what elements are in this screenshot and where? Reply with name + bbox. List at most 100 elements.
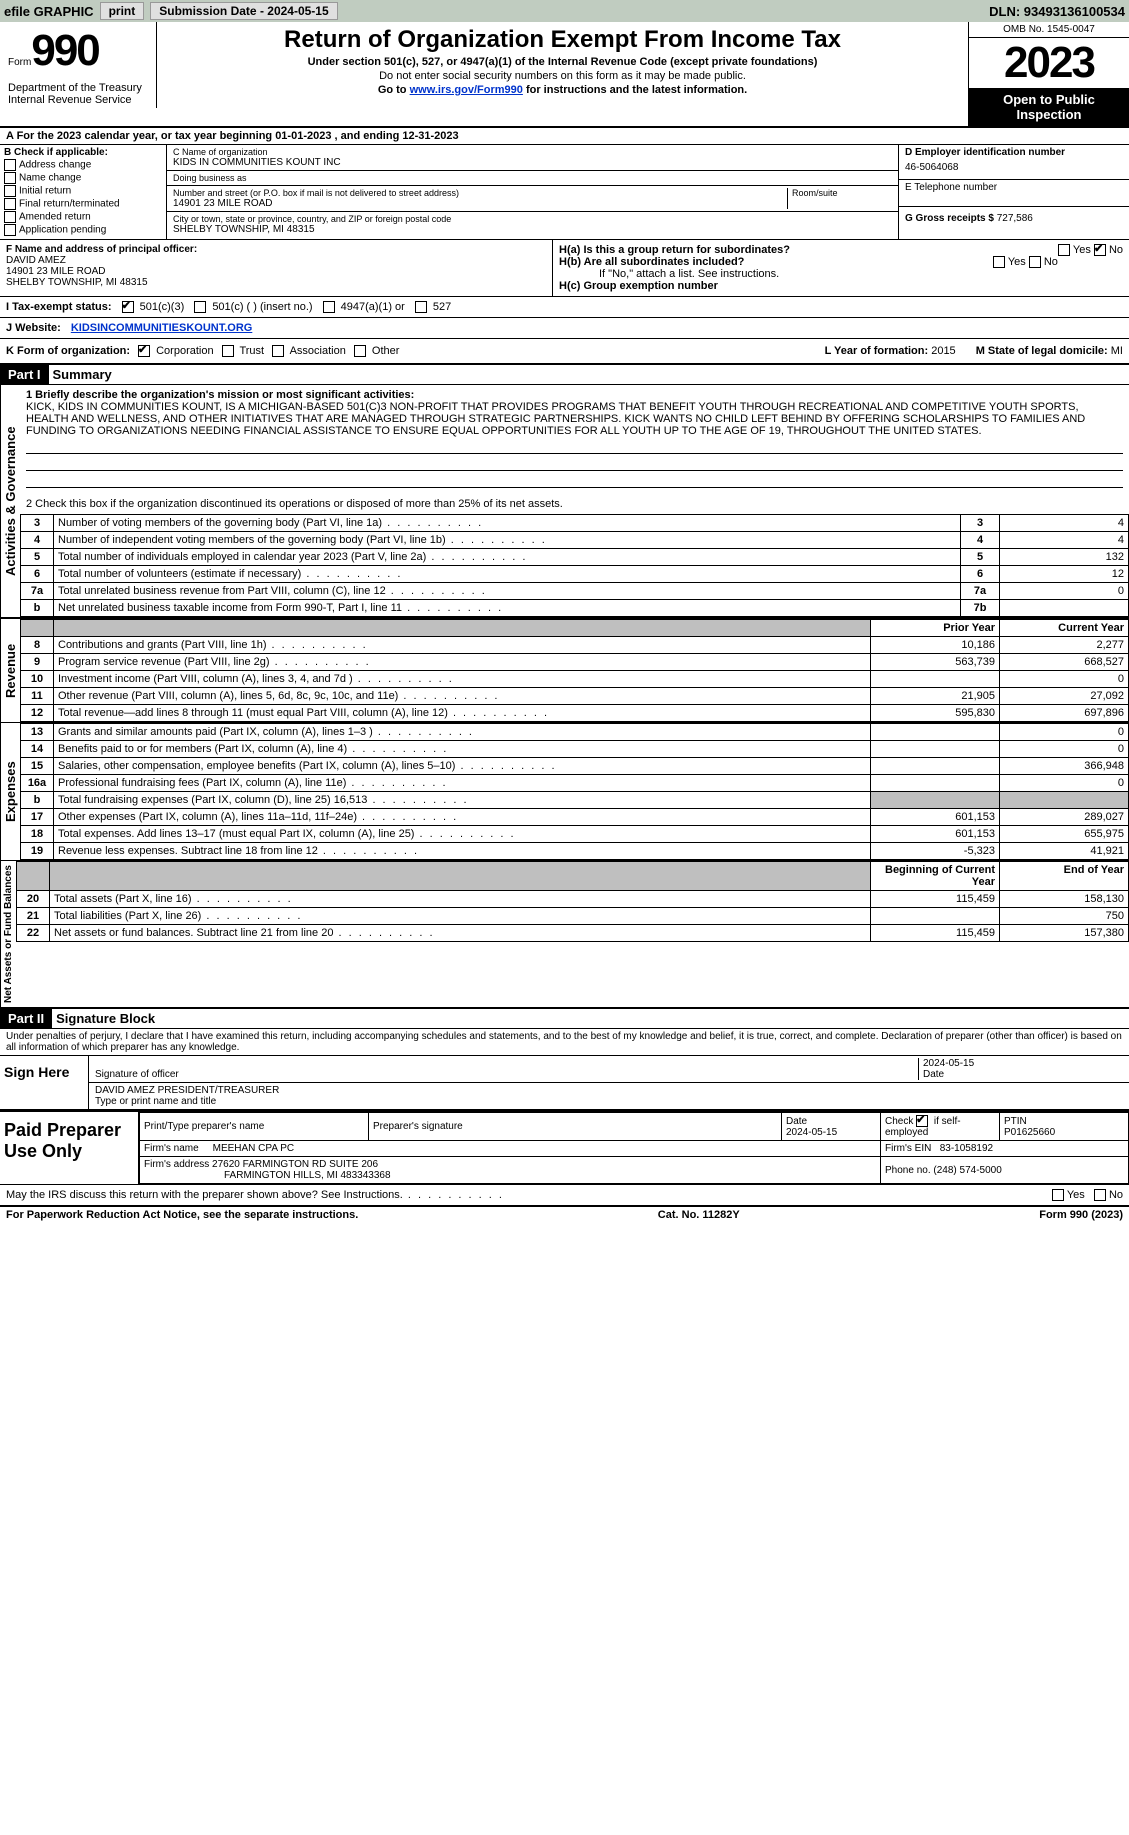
ein-value: 46-5064068 bbox=[905, 158, 1123, 177]
firm-addr-2: FARMINGTON HILLS, MI 483343368 bbox=[144, 1170, 391, 1181]
chk-501c3[interactable] bbox=[122, 301, 134, 313]
chk-other[interactable] bbox=[354, 345, 366, 357]
section-h: H(a) Is this a group return for subordin… bbox=[553, 240, 1129, 296]
form-title: Return of Organization Exempt From Incom… bbox=[165, 26, 960, 54]
top-bar: efile GRAPHIC print Submission Date - 20… bbox=[0, 0, 1129, 22]
table-row: 16aProfessional fundraising fees (Part I… bbox=[21, 775, 1129, 792]
h-a-label: H(a) Is this a group return for subordin… bbox=[559, 244, 790, 256]
opt-application-pending[interactable]: Application pending bbox=[4, 224, 162, 236]
title-box: Return of Organization Exempt From Incom… bbox=[157, 22, 968, 126]
officer-label: F Name and address of principal officer: bbox=[6, 244, 197, 255]
subtitle-1: Under section 501(c), 527, or 4947(a)(1)… bbox=[165, 56, 960, 68]
ptin-value: P01625660 bbox=[1004, 1127, 1055, 1138]
table-row: 12Total revenue—add lines 8 through 11 (… bbox=[21, 705, 1129, 722]
sig-date-label: Date bbox=[923, 1069, 944, 1080]
firm-phone-label: Phone no. bbox=[885, 1165, 931, 1176]
table-row: 7aTotal unrelated business revenue from … bbox=[21, 583, 1129, 600]
prep-date: 2024-05-15 bbox=[786, 1127, 837, 1138]
website-link[interactable]: KIDSINCOMMUNITIESKOUNT.ORG bbox=[71, 322, 253, 334]
section-f: F Name and address of principal officer:… bbox=[0, 240, 553, 296]
street-value: 14901 23 MILE ROAD bbox=[173, 198, 787, 209]
footer-mid: Cat. No. 11282Y bbox=[658, 1209, 740, 1221]
opt-final-return[interactable]: Final return/terminated bbox=[4, 198, 162, 210]
table-row: 8Contributions and grants (Part VIII, li… bbox=[21, 637, 1129, 654]
prep-name-label: Print/Type preparer's name bbox=[144, 1121, 264, 1132]
efile-label: efile GRAPHIC bbox=[4, 4, 94, 19]
part-1-badge: Part I bbox=[0, 365, 49, 384]
type-name-label: Type or print name and title bbox=[95, 1096, 216, 1107]
year-formation-label: L Year of formation: bbox=[825, 345, 932, 357]
room-label: Room/suite bbox=[792, 188, 892, 198]
officer-name: DAVID AMEZ bbox=[6, 255, 66, 266]
state-domicile-label: M State of legal domicile: bbox=[976, 345, 1111, 357]
ptin-label: PTIN bbox=[1004, 1116, 1027, 1127]
table-row: 17Other expenses (Part IX, column (A), l… bbox=[21, 809, 1129, 826]
part-1-header: Part I Summary bbox=[0, 365, 1129, 385]
line-2: 2 Check this box if the organization dis… bbox=[20, 494, 1129, 514]
officer-city: SHELBY TOWNSHIP, MI 48315 bbox=[6, 277, 148, 288]
year-box: OMB No. 1545-0047 2023 Open to Public In… bbox=[968, 22, 1129, 126]
chk-trust[interactable] bbox=[222, 345, 234, 357]
sidebar-activities: Activities & Governance bbox=[0, 385, 20, 617]
instructions-link[interactable]: www.irs.gov/Form990 bbox=[410, 84, 523, 96]
chk-501c[interactable] bbox=[194, 301, 206, 313]
website-label: J Website: bbox=[6, 322, 61, 334]
ein-label: D Employer identification number bbox=[905, 147, 1123, 158]
form-word: Form bbox=[8, 57, 31, 68]
subtitle-3: Go to www.irs.gov/Form990 for instructio… bbox=[165, 84, 960, 96]
opt-name-change[interactable]: Name change bbox=[4, 172, 162, 184]
row-k: K Form of organization: Corporation Trus… bbox=[0, 339, 1129, 365]
section-b: B Check if applicable: Address change Na… bbox=[0, 145, 167, 239]
table-row: 14Benefits paid to or for members (Part … bbox=[21, 741, 1129, 758]
page-footer: For Paperwork Reduction Act Notice, see … bbox=[0, 1205, 1129, 1223]
dba-label: Doing business as bbox=[173, 173, 892, 183]
h-c-label: H(c) Group exemption number bbox=[559, 280, 718, 292]
sig-officer-label: Signature of officer bbox=[95, 1069, 179, 1080]
table-row: 13Grants and similar amounts paid (Part … bbox=[21, 724, 1129, 741]
paid-preparer-label: Paid Preparer Use Only bbox=[0, 1112, 139, 1184]
opt-amended-return[interactable]: Amended return bbox=[4, 211, 162, 223]
phone-label: E Telephone number bbox=[905, 182, 1123, 193]
table-row: 11Other revenue (Part VIII, column (A), … bbox=[21, 688, 1129, 705]
department-label: Department of the Treasury Internal Reve… bbox=[0, 80, 157, 108]
table-row: bNet unrelated business taxable income f… bbox=[21, 600, 1129, 617]
chk-4947[interactable] bbox=[323, 301, 335, 313]
governance-table: 3Number of voting members of the governi… bbox=[20, 514, 1129, 617]
sidebar-revenue: Revenue bbox=[0, 619, 20, 722]
section-fh: F Name and address of principal officer:… bbox=[0, 240, 1129, 297]
section-b-header: B Check if applicable: bbox=[4, 147, 162, 158]
table-row: 20Total assets (Part X, line 16)115,4591… bbox=[17, 891, 1129, 908]
table-row: 3Number of voting members of the governi… bbox=[21, 515, 1129, 532]
chk-527[interactable] bbox=[415, 301, 427, 313]
check-self-employed[interactable]: Check if self-employed bbox=[885, 1116, 961, 1138]
prep-date-label: Date bbox=[786, 1116, 807, 1127]
print-button[interactable]: print bbox=[100, 2, 145, 20]
table-row: 4Number of independent voting members of… bbox=[21, 532, 1129, 549]
opt-address-change[interactable]: Address change bbox=[4, 159, 162, 171]
h-b-label: H(b) Are all subordinates included? bbox=[559, 256, 744, 268]
line-1-mission: 1 Briefly describe the organization's mi… bbox=[20, 385, 1129, 494]
table-row: bTotal fundraising expenses (Part IX, co… bbox=[21, 792, 1129, 809]
expenses-table: 13Grants and similar amounts paid (Part … bbox=[20, 723, 1129, 860]
open-public-badge: Open to Public Inspection bbox=[969, 88, 1129, 126]
table-row: 19Revenue less expenses. Subtract line 1… bbox=[21, 843, 1129, 860]
firm-addr-label: Firm's address bbox=[144, 1159, 209, 1170]
gross-label: G Gross receipts $ bbox=[905, 213, 994, 224]
omb-number: OMB No. 1545-0047 bbox=[969, 22, 1129, 38]
officer-street: 14901 23 MILE ROAD bbox=[6, 266, 106, 277]
chk-corp[interactable] bbox=[138, 345, 150, 357]
firm-ein: 83-1058192 bbox=[940, 1143, 993, 1154]
paid-preparer-section: Paid Preparer Use Only Print/Type prepar… bbox=[0, 1110, 1129, 1184]
chk-assoc[interactable] bbox=[272, 345, 284, 357]
row-j: J Website: KIDSINCOMMUNITIESKOUNT.ORG bbox=[0, 318, 1129, 339]
table-row: 22Net assets or fund balances. Subtract … bbox=[17, 925, 1129, 942]
submission-date: Submission Date - 2024-05-15 bbox=[150, 2, 337, 20]
opt-initial-return[interactable]: Initial return bbox=[4, 185, 162, 197]
table-row: 21Total liabilities (Part X, line 26)750 bbox=[17, 908, 1129, 925]
firm-addr-1: 27620 FARMINGTON RD SUITE 206 bbox=[212, 1159, 378, 1170]
may-irs-discuss: May the IRS discuss this return with the… bbox=[0, 1184, 1129, 1205]
firm-name-label: Firm's name bbox=[144, 1143, 199, 1154]
firm-phone: (248) 574-5000 bbox=[933, 1165, 1001, 1176]
row-i: I Tax-exempt status: 501(c)(3) 501(c) ( … bbox=[0, 297, 1129, 318]
tax-exempt-label: I Tax-exempt status: bbox=[6, 301, 112, 313]
